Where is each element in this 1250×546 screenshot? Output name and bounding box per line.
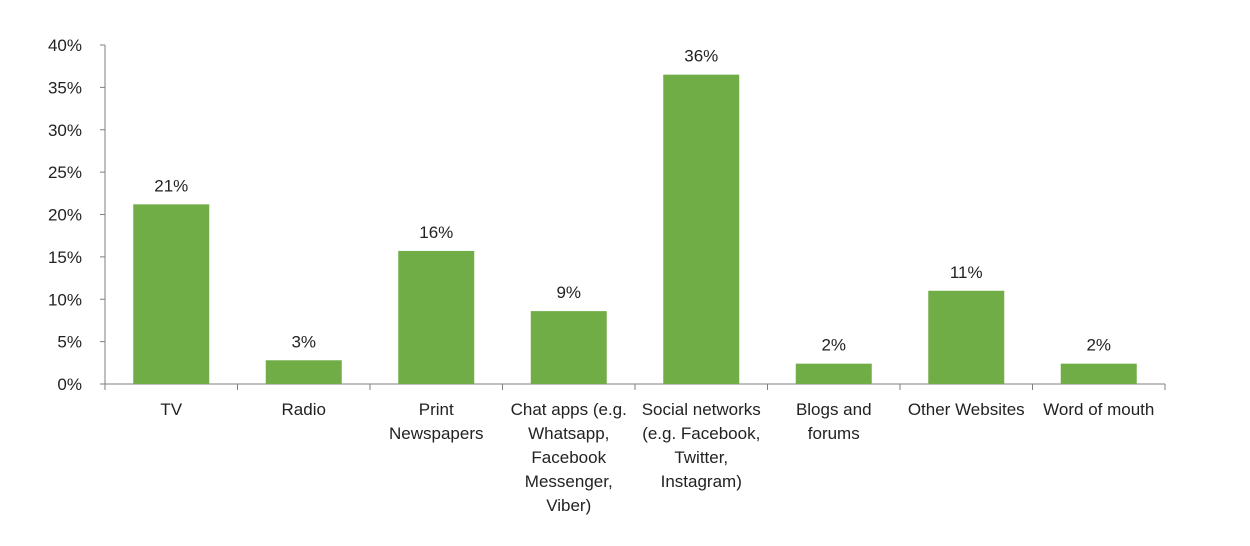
- category-label-line: Whatsapp,: [528, 424, 609, 443]
- y-tick-label: 15%: [48, 248, 82, 267]
- data-label: 9%: [556, 283, 581, 302]
- bar: [928, 290, 1005, 384]
- category-label-line: Instagram): [661, 472, 742, 491]
- category-label-line: Print: [419, 400, 454, 419]
- y-tick-label: 5%: [57, 333, 82, 352]
- category-label: Chat apps (e.g. Whatsapp, Facebook Messenge…: [511, 400, 627, 515]
- category-label: Other Websites: [908, 400, 1025, 419]
- bar: [795, 363, 872, 384]
- y-tick-label: 20%: [48, 206, 82, 225]
- category-label-line: Messenger,: [525, 472, 613, 491]
- y-tick-label: 25%: [48, 163, 82, 182]
- data-labels: 21% 3% 16% 9% 36% 2% 11% 2%: [154, 47, 1111, 355]
- bar: [398, 250, 475, 384]
- category-label-line: TV: [160, 400, 182, 419]
- category-label-line: Facebook: [531, 448, 606, 467]
- category-label: Social networks (e.g. Facebook, Twitter, In…: [642, 400, 761, 491]
- category-label: Word of mouth: [1043, 400, 1154, 419]
- bars: [133, 74, 1137, 384]
- y-tick-label: 30%: [48, 121, 82, 140]
- category-label-line: Chat apps (e.g.: [511, 400, 627, 419]
- y-axis: 0% 5% 10% 15% 20% 25% 30% 35% 40%: [48, 36, 106, 394]
- category-label-line: (e.g. Facebook,: [642, 424, 760, 443]
- y-tick-label: 40%: [48, 36, 82, 55]
- y-tick-label: 35%: [48, 78, 82, 97]
- data-label: 2%: [821, 336, 846, 355]
- category-label: Radio: [282, 400, 326, 419]
- bar: [1060, 363, 1137, 384]
- data-label: 11%: [950, 263, 983, 282]
- category-label-line: Viber): [546, 496, 591, 515]
- data-label: 3%: [291, 332, 316, 351]
- category-label-line: Social networks: [642, 400, 761, 419]
- bar: [530, 311, 607, 384]
- data-label: 36%: [684, 47, 718, 66]
- category-label-line: Word of mouth: [1043, 400, 1154, 419]
- bar: [663, 74, 740, 384]
- category-label-line: Radio: [282, 400, 326, 419]
- y-tick-label: 10%: [48, 290, 82, 309]
- category-label-line: Twitter,: [674, 448, 728, 467]
- category-labels: TV Radio Print Newspapers Chat apps (e.g. Wha…: [160, 400, 1154, 515]
- data-label: 2%: [1086, 336, 1111, 355]
- category-label: Blogs and forums: [796, 400, 872, 443]
- bar: [265, 360, 342, 384]
- category-label-line: Newspapers: [389, 424, 484, 443]
- category-label-line: Other Websites: [908, 400, 1025, 419]
- category-label: Print Newspapers: [389, 400, 484, 443]
- y-tick-label: 0%: [57, 375, 82, 394]
- category-label: TV: [160, 400, 182, 419]
- data-label: 21%: [154, 176, 188, 195]
- x-axis: [104, 383, 1166, 390]
- category-label-line: forums: [808, 424, 860, 443]
- data-label: 16%: [419, 223, 453, 242]
- bar: [133, 204, 210, 384]
- category-label-line: Blogs and: [796, 400, 872, 419]
